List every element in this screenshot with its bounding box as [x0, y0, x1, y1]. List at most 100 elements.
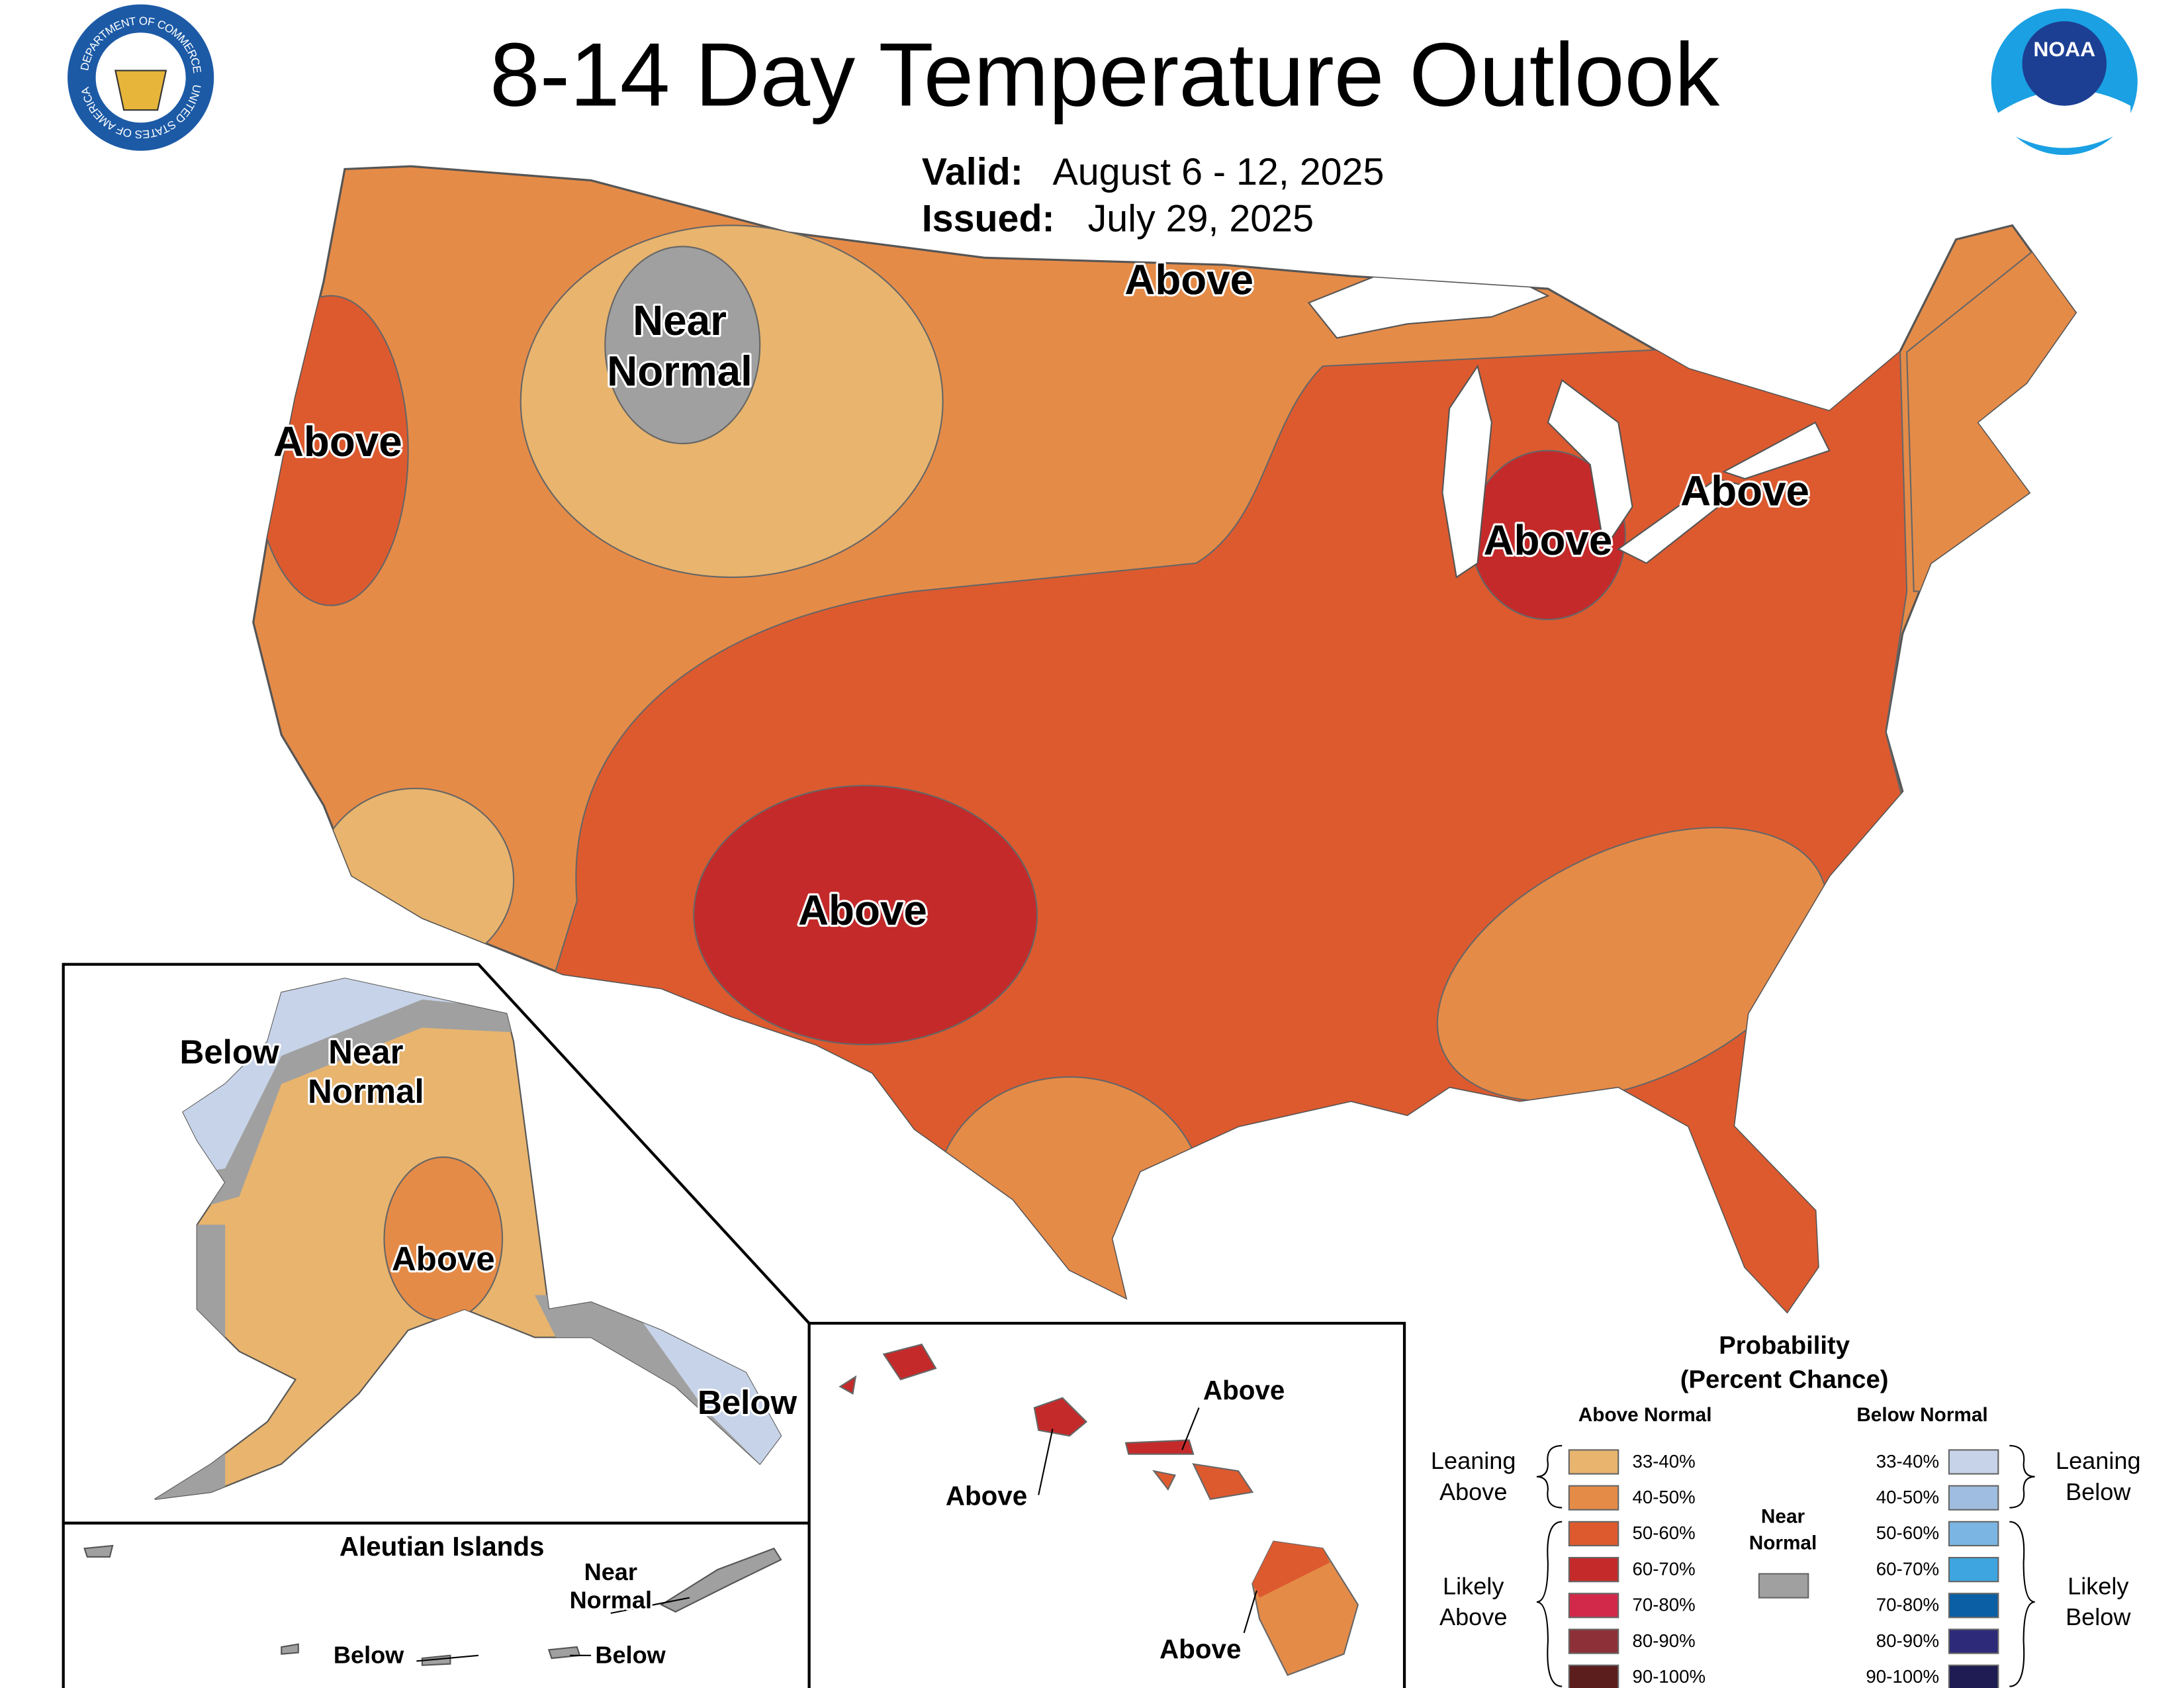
- map-label: Normal: [607, 348, 752, 395]
- legend-swatch: [1948, 1593, 1999, 1618]
- great-lakes: [1307, 267, 1831, 579]
- legend: Probability (Percent Chance) Above Norma…: [1431, 1331, 2141, 1688]
- issued-label: Issued:: [922, 197, 1055, 240]
- noaa-text: NOAA: [2033, 37, 2095, 61]
- map-label: Above: [798, 886, 927, 934]
- leader-lines: [416, 1597, 690, 1662]
- island: [1033, 1397, 1088, 1437]
- legend-bin-label: 33-40%: [1876, 1451, 1939, 1472]
- legend-swatch: [1568, 1664, 1619, 1688]
- legend-bin-label: 70-80%: [1876, 1595, 1939, 1615]
- legend-swatch: [1568, 1628, 1619, 1654]
- legend-bin-label: 80-90%: [1632, 1630, 1695, 1651]
- valid-dates: August 6 - 12, 2025: [1052, 151, 1384, 193]
- legend-swatch: [1568, 1521, 1619, 1547]
- region-40-50: [1436, 827, 1829, 1102]
- island: [1124, 1439, 1195, 1455]
- legend-bin-label: 90-100%: [1866, 1666, 1939, 1687]
- map-label: Near: [328, 1033, 404, 1070]
- map-label: Above: [1124, 256, 1253, 304]
- legend-subtitle: (Percent Chance): [1680, 1365, 1889, 1393]
- legend-bin-label: 60-70%: [1876, 1558, 1939, 1579]
- map-label: Above: [1203, 1375, 1285, 1405]
- legend-group-label: Above: [1439, 1603, 1507, 1630]
- legend-swatch: [1948, 1485, 1999, 1511]
- legend-bin-label: 50-60%: [1632, 1523, 1695, 1543]
- title: 8-14 Day Temperature Outlook: [490, 24, 1720, 125]
- legend-braces: [1536, 1444, 2035, 1687]
- above-heading: Above Normal: [1578, 1404, 1712, 1426]
- map-label: Above: [946, 1480, 1027, 1511]
- island: [547, 1646, 581, 1660]
- legend-bin-label: 40-50%: [1632, 1487, 1695, 1507]
- island: [421, 1654, 451, 1666]
- map-label: Below: [334, 1641, 404, 1668]
- island: [1152, 1470, 1177, 1491]
- map-label: Above: [1680, 467, 1809, 514]
- legend-bin-label: 70-80%: [1632, 1595, 1695, 1615]
- region-60-70: [693, 784, 1038, 1046]
- map-label: Near: [633, 297, 727, 344]
- legend-group-label: Likely: [1443, 1572, 1504, 1599]
- map-label: Below: [595, 1641, 666, 1668]
- island: [660, 1547, 782, 1613]
- legend-bin-label: 60-70%: [1632, 1558, 1695, 1579]
- region-40-50: [383, 1156, 504, 1321]
- legend-swatch: [1568, 1556, 1619, 1583]
- legend-bin-label: 50-60%: [1876, 1523, 1939, 1543]
- hawaii-inset: [807, 1321, 1406, 1688]
- alaska-inset: [62, 962, 811, 1525]
- legend-swatch: [1948, 1628, 1999, 1654]
- legend-group-label: Likely: [2068, 1572, 2128, 1599]
- legend-swatch: [1948, 1556, 1999, 1583]
- legend-group-label: Leaning: [2056, 1447, 2141, 1474]
- issued-date: July 29, 2025: [1088, 197, 1314, 240]
- region-40-50: [934, 1076, 1205, 1312]
- legend-title: Probability: [1719, 1331, 1850, 1360]
- lake: [1722, 421, 1831, 480]
- near-normal-label: Near: [1761, 1505, 1805, 1527]
- legend-swatch: [1948, 1449, 1999, 1475]
- map-label: Below: [179, 1033, 279, 1070]
- lake: [1441, 364, 1492, 579]
- island: [839, 1375, 857, 1395]
- legend-swatch: [1758, 1573, 1809, 1599]
- below-heading: Below Normal: [1856, 1404, 1987, 1426]
- lake: [1617, 478, 1747, 565]
- legend-bin-label: 80-90%: [1876, 1630, 1939, 1651]
- legend-swatch: [1568, 1593, 1619, 1618]
- legend-swatch: [1948, 1664, 1999, 1688]
- map-label: Above: [1483, 516, 1612, 564]
- legend-group-label: Leaning: [1431, 1447, 1516, 1474]
- map-label: Normal: [570, 1587, 652, 1614]
- leader-lines: [1038, 1407, 1257, 1634]
- region-near-normal: [604, 246, 761, 445]
- island-region: [1252, 1541, 1330, 1598]
- map-label: Above: [1160, 1634, 1241, 1664]
- valid-label: Valid:: [922, 151, 1023, 193]
- region-33-40: [316, 787, 515, 972]
- map-label: Above: [392, 1240, 495, 1278]
- legend-bin-label: 40-50%: [1876, 1487, 1939, 1507]
- lake: [1547, 379, 1633, 551]
- legend-group-label: Below: [2066, 1478, 2131, 1505]
- noaa-top: [2022, 21, 2107, 106]
- island: [1192, 1463, 1254, 1500]
- legend-bin-label: 90-100%: [1632, 1666, 1706, 1687]
- map-label: Normal: [308, 1072, 424, 1110]
- aleutian-inset: [62, 1521, 811, 1688]
- legend-group-label: Below: [2066, 1603, 2131, 1630]
- map-label: Near: [584, 1558, 637, 1585]
- header: DEPARTMENT OF COMMERCE UNITED STATES OF …: [68, 4, 2138, 240]
- legend-swatch: [1568, 1485, 1619, 1511]
- island: [83, 1544, 114, 1558]
- island: [882, 1343, 937, 1381]
- near-normal-label: Normal: [1749, 1532, 1817, 1554]
- legend-group-label: Above: [1439, 1478, 1507, 1505]
- legend-swatch: [1568, 1449, 1619, 1475]
- map-label: Above: [273, 418, 402, 465]
- aleutian-title: Aleutian Islands: [340, 1531, 545, 1562]
- noaa-gull: [1998, 89, 2131, 148]
